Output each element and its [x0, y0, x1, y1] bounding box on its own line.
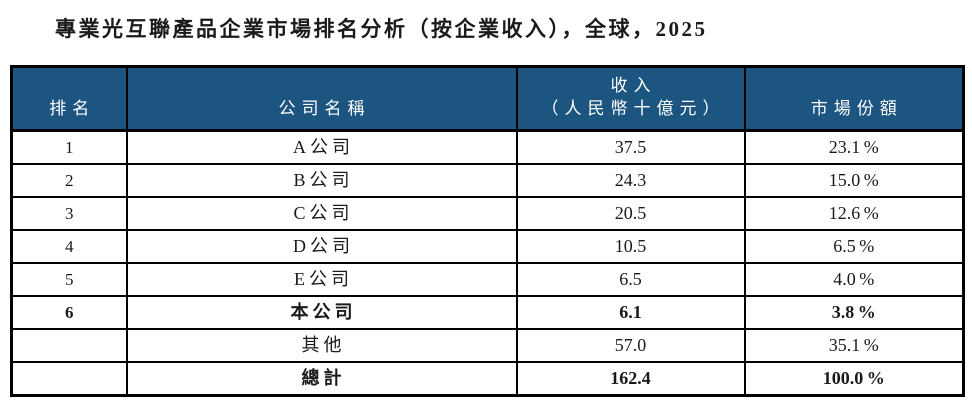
revenue-cell: 10.5 — [515, 229, 746, 264]
table-row-our-company: 6 本公司 6.1 3.8 % — [10, 295, 965, 330]
table-row-company-b: 2 B公司 24.3 15.0 % — [10, 163, 965, 198]
rank-cell — [10, 361, 128, 397]
header-company: 公司名稱 — [125, 65, 518, 132]
rank-cell: 4 — [10, 229, 128, 264]
company-cell: C公司 — [125, 196, 518, 231]
revenue-cell: 6.5 — [515, 262, 746, 297]
revenue-cell: 162.4 — [515, 361, 746, 397]
share-cell: 6.5 % — [743, 229, 965, 264]
share-cell: 15.0 % — [743, 163, 965, 198]
market-ranking-table: 排名 公司名稱 收入 （人民幣十億元） 市場份額 1 A公司 37.5 23.1… — [10, 65, 965, 397]
company-cell: B公司 — [125, 163, 518, 198]
revenue-cell: 24.3 — [515, 163, 746, 198]
company-cell: 本公司 — [125, 295, 518, 330]
table-row-company-c: 3 C公司 20.5 12.6 % — [10, 196, 965, 231]
table-row-company-a: 1 A公司 37.5 23.1 % — [10, 129, 965, 165]
company-cell: A公司 — [125, 129, 518, 165]
rank-cell: 2 — [10, 163, 128, 198]
header-rank: 排名 — [10, 65, 128, 132]
header-row: 排名 公司名稱 收入 （人民幣十億元） 市場份額 — [10, 65, 965, 132]
revenue-cell: 6.1 — [515, 295, 746, 330]
table-row-total: 總計 162.4 100.0 % — [10, 361, 965, 397]
revenue-cell: 57.0 — [515, 328, 746, 363]
header-revenue: 收入 （人民幣十億元） — [515, 65, 746, 132]
company-cell: E公司 — [125, 262, 518, 297]
company-cell: 其他 — [125, 328, 518, 363]
share-cell: 12.6 % — [743, 196, 965, 231]
revenue-cell: 20.5 — [515, 196, 746, 231]
table-row-company-d: 4 D公司 10.5 6.5 % — [10, 229, 965, 264]
rank-cell: 1 — [10, 129, 128, 165]
table-row-company-e: 5 E公司 6.5 4.0 % — [10, 262, 965, 297]
header-revenue-line1: 收入 — [610, 76, 657, 95]
table-row-others: 其他 57.0 35.1 % — [10, 328, 965, 363]
company-cell: D公司 — [125, 229, 518, 264]
share-cell: 23.1 % — [743, 129, 965, 165]
rank-cell: 3 — [10, 196, 128, 231]
revenue-cell: 37.5 — [515, 129, 746, 165]
rank-cell: 5 — [10, 262, 128, 297]
header-revenue-line2: （人民幣十億元） — [541, 99, 726, 118]
share-cell: 3.8 % — [743, 295, 965, 330]
rank-cell: 6 — [10, 295, 128, 330]
share-cell: 4.0 % — [743, 262, 965, 297]
page-title: 專業光互聯產品企業市場排名分析（按企業收入），全球，2025 — [55, 17, 708, 41]
company-cell: 總計 — [125, 361, 518, 397]
share-cell: 100.0 % — [743, 361, 965, 397]
rank-cell — [10, 328, 128, 363]
share-cell: 35.1 % — [743, 328, 965, 363]
header-share: 市場份額 — [743, 65, 965, 132]
